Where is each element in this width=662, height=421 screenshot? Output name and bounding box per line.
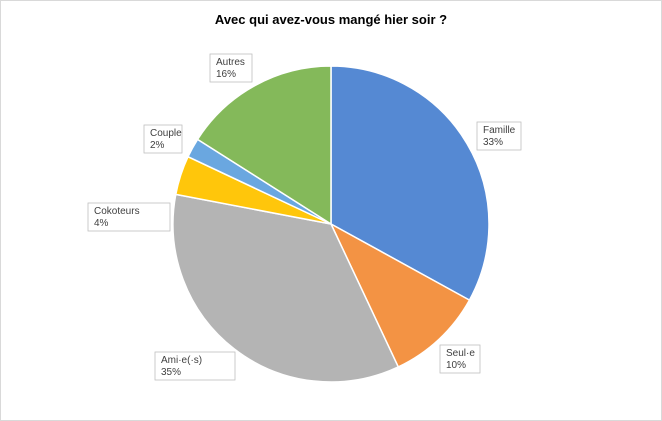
label-category: Autres — [216, 57, 245, 68]
label-category: Couple — [150, 128, 182, 139]
label-category: Seul·e — [446, 348, 475, 359]
label-box — [87, 202, 171, 232]
label-value: 16% — [216, 69, 236, 80]
pie-slice — [330, 65, 490, 302]
label-box — [476, 121, 522, 151]
chart-title: Avec qui avez-vous mangé hier soir ? — [215, 12, 447, 27]
pie-slice — [172, 193, 400, 383]
label-value: 35% — [161, 367, 181, 378]
label-category: Cokoteurs — [94, 206, 140, 217]
label-value: 10% — [446, 360, 466, 371]
pie — [172, 65, 490, 383]
label-category: Famille — [483, 125, 516, 136]
label-box — [143, 124, 183, 154]
label-category: Ami·e(·s) — [161, 355, 202, 366]
label-value: 2% — [150, 140, 165, 151]
label-box — [209, 53, 253, 83]
label-value: 33% — [483, 137, 503, 148]
label-box — [439, 344, 481, 374]
pie-slice — [329, 222, 471, 368]
label-box — [154, 351, 236, 381]
label-value: 4% — [94, 218, 109, 229]
pie-slice — [196, 65, 332, 226]
